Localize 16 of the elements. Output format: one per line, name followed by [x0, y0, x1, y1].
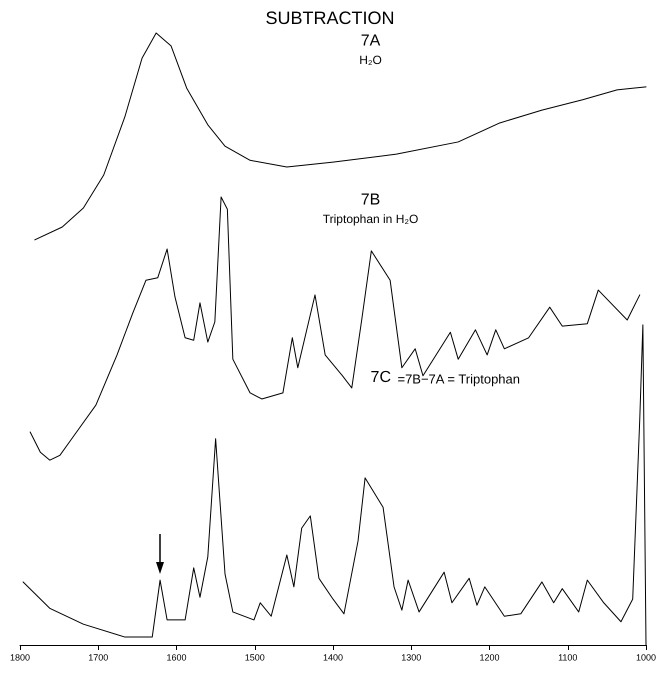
annotation: Triptophan in H₂O: [322, 212, 418, 226]
x-tick-label: 1800: [10, 652, 30, 662]
x-tick-label: 1000: [636, 652, 656, 662]
annotation: 7A: [360, 32, 381, 50]
annotation: 7C: [370, 369, 392, 386]
x-tick-label: 1400: [322, 652, 344, 662]
annotation: 7B: [360, 192, 380, 209]
x-tick-label: 1600: [166, 652, 187, 662]
annotation: =7B−7A = Triptophan: [397, 372, 520, 387]
x-tick-label: 1100: [558, 652, 578, 662]
x-tick-label: 1200: [479, 652, 500, 662]
x-tick-label: 1500: [244, 652, 265, 662]
x-tick-label: 1700: [88, 652, 108, 662]
x-tick-label: 1300: [401, 652, 422, 662]
annotation: H₂O: [359, 52, 382, 67]
chart-title: SUBTRACTION: [265, 8, 395, 28]
